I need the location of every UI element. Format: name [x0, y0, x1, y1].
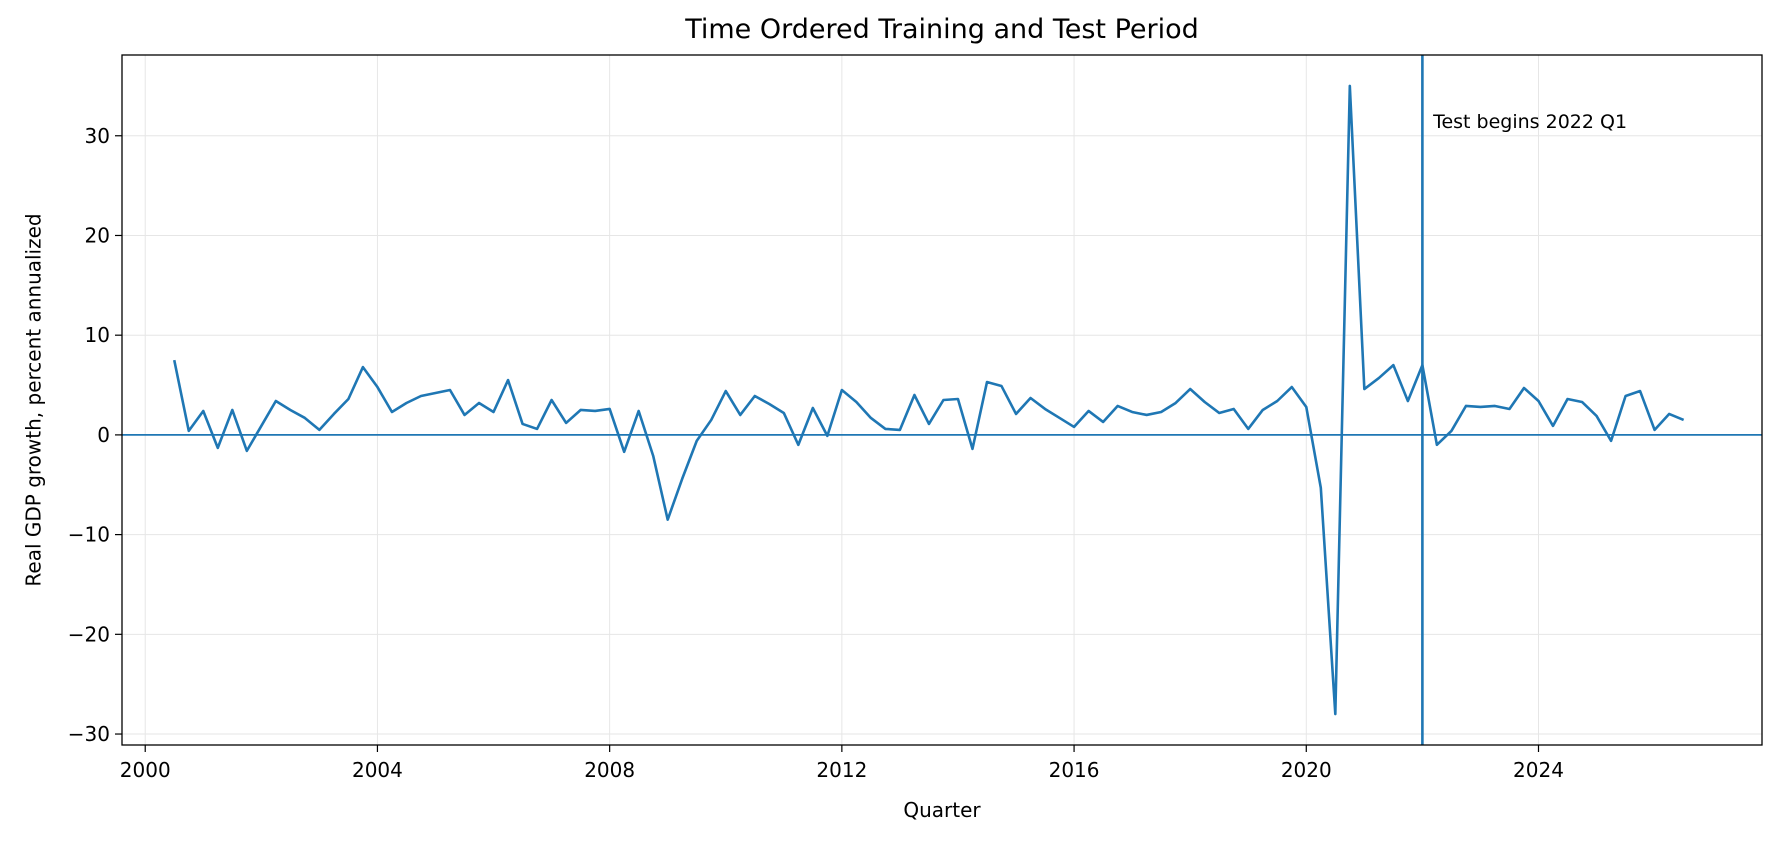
x-axis-title: Quarter — [903, 798, 981, 822]
y-tick-label: −20 — [68, 622, 110, 646]
plot-frame — [121, 54, 1763, 746]
chart-title: Time Ordered Training and Test Period — [684, 14, 1199, 45]
x-tick-label: 2008 — [584, 758, 635, 782]
y-tick-label: −30 — [68, 722, 110, 746]
series-layer — [172, 84, 1685, 716]
reference-lines — [122, 55, 1762, 745]
y-axis-title: Real GDP growth, percent annualized — [22, 213, 46, 586]
y-tick-label: −10 — [68, 523, 110, 547]
test-start-annotation: Test begins 2022 Q1 — [1432, 111, 1627, 133]
y-tick-label: 10 — [85, 323, 110, 347]
x-tick-label: 2024 — [1513, 758, 1564, 782]
x-tick-label: 2004 — [352, 758, 403, 782]
y-tick-label: 20 — [85, 223, 110, 247]
tick-layer: 2000 2004 2008 2012 2016 2020 2024 −30 −20 −10 0 10… — [68, 124, 1564, 782]
y-tick-label: 30 — [85, 124, 110, 148]
annotation-layer: Test begins 2022 Q1 — [1432, 111, 1627, 133]
x-tick-label: 2012 — [816, 758, 867, 782]
x-tick-label: 2000 — [120, 758, 171, 782]
gdp-growth-series-line — [172, 84, 1685, 716]
y-tick-label: 0 — [97, 423, 110, 447]
x-tick-label: 2020 — [1281, 758, 1332, 782]
x-tick-label: 2016 — [1049, 758, 1100, 782]
